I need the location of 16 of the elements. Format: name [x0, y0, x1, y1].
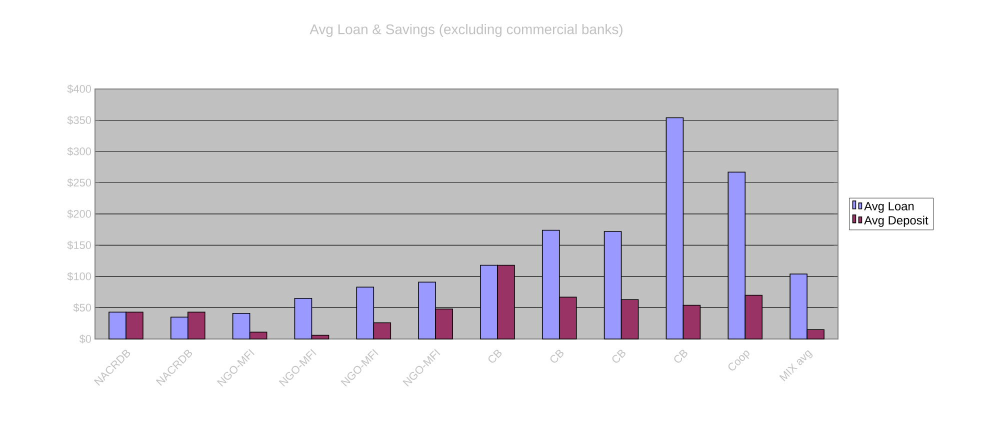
- y-tick-label: $300: [67, 147, 92, 156]
- chart-title: Avg Loan & Savings (excluding commercial banks): [310, 24, 622, 38]
- y-tick-label: $100: [67, 272, 92, 281]
- x-tick-label: CB: [550, 350, 564, 363]
- x-tick-label: CB: [612, 350, 626, 363]
- legend-label: Avg Deposit: [864, 216, 928, 227]
- y-tick-label: $50: [73, 303, 92, 312]
- legend-label: Avg Loan: [864, 202, 914, 213]
- y-tick-label: $150: [67, 240, 92, 250]
- y-tick-label: $200: [67, 210, 92, 218]
- y-tick-label: $350: [67, 116, 92, 125]
- x-tick-label: CB: [488, 350, 502, 363]
- y-tick-label: $400: [67, 84, 92, 94]
- x-tick-label: CB: [674, 350, 688, 363]
- y-tick-label: $0: [79, 334, 92, 344]
- y-tick-label: $250: [67, 178, 92, 188]
